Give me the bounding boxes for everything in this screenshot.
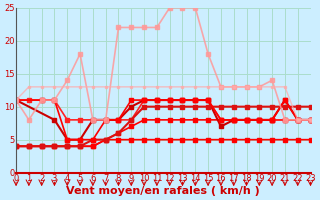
X-axis label: Vent moyen/en rafales ( km/h ): Vent moyen/en rafales ( km/h ) [67,186,260,196]
